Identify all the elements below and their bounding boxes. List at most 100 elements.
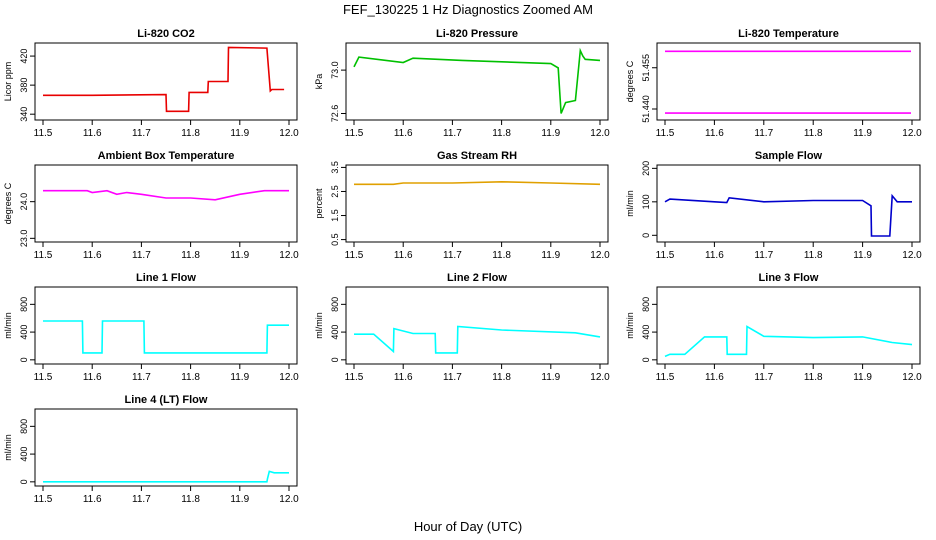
- x-tick-label: 11.6: [705, 128, 724, 139]
- x-tick-label: 11.9: [230, 494, 249, 505]
- y-tick-label: 2.5: [330, 185, 340, 198]
- x-tick-label: 11.6: [705, 372, 724, 383]
- panel-gas-stream-rh: Gas Stream RH 11.5 11.6 11.7 11.8 11.9 12.0 0.5…: [314, 150, 610, 261]
- x-tick-label: 11.7: [443, 128, 462, 139]
- y-tick-label: 100: [641, 194, 651, 209]
- plot-frame: [656, 42, 921, 121]
- y-tick-label: 800: [330, 297, 340, 312]
- page-title: FEF_130225 1 Hz Diagnostics Zoomed AM: [343, 2, 593, 17]
- panel-li-820-co2: Li-820 CO2 11.5 11.6 11.7 11.8 11.9 12.0 340 380…: [3, 28, 299, 139]
- x-tick-label: 12.0: [279, 494, 299, 505]
- y-tick-label: 800: [641, 297, 651, 312]
- plot-frame: [34, 164, 298, 243]
- y-tick-label: 3.5: [330, 161, 340, 174]
- plot-frame: [656, 164, 921, 243]
- y-tick-label: 800: [19, 297, 29, 312]
- panel-sample-flow: Sample Flow 11.5 11.6 11.7 11.8 11.9 12.0 0 100 2…: [625, 150, 922, 261]
- plot-frame: [34, 408, 298, 487]
- x-tick-label: 11.8: [492, 128, 511, 139]
- y-tick-label: 0: [641, 233, 651, 238]
- y-tick-label: 420: [19, 49, 29, 64]
- plot-frame: [345, 42, 609, 121]
- y-tick-label: 51.455: [641, 54, 651, 82]
- x-tick-label: 12.0: [590, 250, 610, 261]
- x-tick-label: 11.9: [541, 372, 560, 383]
- panel-title: Line 2 Flow: [447, 272, 507, 284]
- x-tick-label: 11.9: [853, 250, 872, 261]
- x-tick-label: 11.7: [132, 372, 151, 383]
- x-tick-label: 12.0: [279, 128, 299, 139]
- x-tick-label: 12.0: [590, 372, 610, 383]
- x-tick-label: 12.0: [590, 128, 610, 139]
- series-line-1: [43, 470, 289, 483]
- y-tick-label: 72.6: [330, 105, 340, 123]
- panel-title: Line 3 Flow: [759, 272, 819, 284]
- x-tick-label: 11.7: [132, 250, 151, 261]
- x-tick-label: 11.6: [83, 494, 102, 505]
- x-tick-label: 12.0: [902, 250, 922, 261]
- x-tick-label: 11.7: [754, 372, 773, 383]
- x-tick-label: 11.5: [656, 250, 675, 261]
- panel-line-4-lt-flow: Line 4 (LT) Flow 11.5 11.6 11.7 11.8 11.9 12.0…: [3, 394, 299, 505]
- x-tick-label: 11.6: [83, 250, 102, 261]
- x-tick-label: 11.7: [443, 372, 462, 383]
- x-tick-label: 11.6: [394, 128, 413, 139]
- x-tick-label: 11.9: [230, 128, 249, 139]
- x-tick-label: 12.0: [902, 128, 922, 139]
- y-tick-label: 400: [330, 325, 340, 340]
- x-tick-label: 11.5: [656, 372, 675, 383]
- series-line-1: [354, 325, 601, 354]
- panels-grid: Li-820 CO2 11.5 11.6 11.7 11.8 11.9 12.0 340 380…: [3, 28, 922, 505]
- y-tick-label: 380: [19, 78, 29, 93]
- x-tick-label: 11.9: [230, 372, 249, 383]
- x-tick-label: 12.0: [279, 250, 299, 261]
- y-tick-label: 340: [19, 107, 29, 122]
- y-axis-label: Licor ppm: [3, 62, 13, 102]
- panel-title: Li-820 Pressure: [436, 28, 518, 40]
- y-tick-label: 0: [330, 357, 340, 362]
- panel-li-820-pressure: Li-820 Pressure 11.5 11.6 11.7 11.8 11.9 12.0 7…: [314, 28, 610, 139]
- y-tick-label: 73.0: [330, 61, 340, 79]
- x-tick-label: 11.8: [181, 250, 200, 261]
- x-tick-label: 11.9: [853, 372, 872, 383]
- x-tick-label: 11.8: [492, 250, 511, 261]
- x-tick-label: 11.8: [181, 128, 200, 139]
- panel-title: Line 1 Flow: [136, 272, 196, 284]
- y-tick-label: 51.440: [641, 95, 651, 123]
- y-tick-label: 0: [19, 357, 29, 362]
- x-tick-label: 11.6: [705, 250, 724, 261]
- panel-title: Line 4 (LT) Flow: [125, 394, 208, 406]
- x-tick-label: 11.8: [181, 494, 200, 505]
- panel-title: Li-820 Temperature: [738, 28, 839, 40]
- x-tick-label: 11.5: [34, 128, 53, 139]
- x-tick-label: 11.5: [34, 250, 53, 261]
- x-tick-label: 11.7: [132, 128, 151, 139]
- x-tick-label: 11.7: [443, 250, 462, 261]
- x-tick-label: 11.6: [394, 372, 413, 383]
- x-tick-label: 11.9: [541, 250, 560, 261]
- x-tick-label: 11.6: [83, 128, 102, 139]
- series-line-1: [664, 325, 913, 358]
- plot-frame: [345, 164, 609, 243]
- y-axis-label: degrees C: [625, 60, 635, 102]
- x-tick-label: 11.9: [230, 250, 249, 261]
- x-tick-label: 11.8: [804, 250, 823, 261]
- y-axis-label: ml/min: [314, 312, 324, 339]
- y-tick-label: 400: [641, 325, 651, 340]
- y-axis-label: degrees C: [3, 182, 13, 224]
- y-tick-label: 24.0: [19, 193, 29, 211]
- x-tick-label: 11.7: [132, 494, 151, 505]
- y-tick-label: 400: [19, 447, 29, 462]
- x-axis-label: Hour of Day (UTC): [414, 519, 522, 534]
- series-line-1: [353, 47, 601, 114]
- x-tick-label: 11.6: [394, 250, 413, 261]
- y-tick-label: 800: [19, 419, 29, 434]
- plot-frame: [345, 286, 609, 365]
- x-tick-label: 11.9: [853, 128, 872, 139]
- panel-title: Li-820 CO2: [137, 28, 194, 40]
- x-tick-label: 11.8: [181, 372, 200, 383]
- x-tick-label: 11.5: [345, 128, 364, 139]
- x-tick-label: 11.5: [656, 128, 675, 139]
- x-tick-label: 11.7: [754, 250, 773, 261]
- panel-title: Ambient Box Temperature: [98, 150, 235, 162]
